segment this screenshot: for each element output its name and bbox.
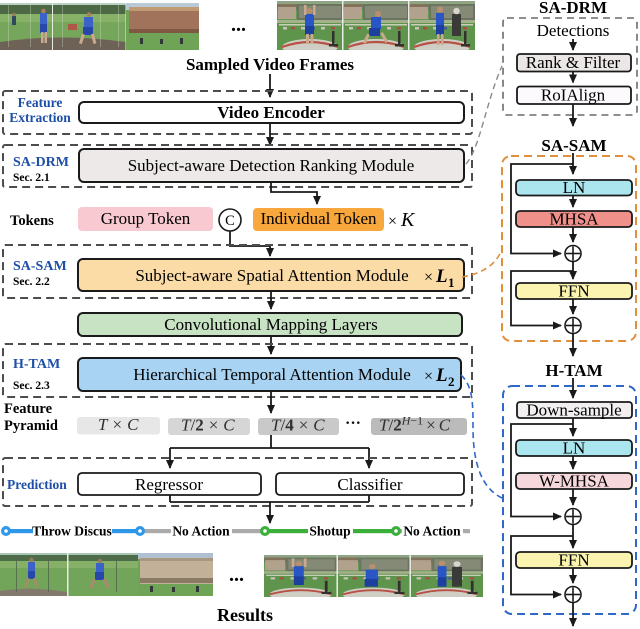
svg-text:Subject-aware Detection Rankin: Subject-aware Detection Ranking Module <box>128 156 415 175</box>
svg-text:LN: LN <box>563 178 586 197</box>
svg-text:×: × <box>424 269 433 286</box>
svg-text:×: × <box>388 213 397 230</box>
svg-text:H-TAM: H-TAM <box>545 361 602 380</box>
svg-text:Sec. 2.2: Sec. 2.2 <box>13 276 50 288</box>
svg-text:Prediction: Prediction <box>7 477 67 492</box>
svg-text:Results: Results <box>217 605 273 625</box>
svg-text:1: 1 <box>448 275 455 290</box>
svg-text:No Action: No Action <box>172 524 230 539</box>
svg-text:×: × <box>424 368 433 385</box>
svg-text:Feature: Feature <box>18 95 63 110</box>
svg-text:Feature: Feature <box>4 401 53 417</box>
svg-text:C: C <box>225 213 235 229</box>
svg-text:Down-sample: Down-sample <box>526 401 621 420</box>
svg-text:···: ··· <box>345 415 361 432</box>
svg-text:K: K <box>400 209 416 231</box>
svg-text:Hierarchical Temporal Attenti: Hierarchical Temporal Attention Module <box>133 365 411 384</box>
svg-text:L: L <box>435 365 448 386</box>
svg-text:T/2H−1×C: T/2H−1 × C <box>379 414 451 435</box>
svg-text:No Action: No Action <box>403 524 461 539</box>
svg-text:FFN: FFN <box>558 282 589 301</box>
svg-text:SA-DRM: SA-DRM <box>539 0 607 17</box>
svg-text:T/2×C: T/2 × C <box>181 416 235 435</box>
svg-text:...: ... <box>229 564 244 586</box>
svg-text:Group Token: Group Token <box>101 209 191 228</box>
svg-text:Individual Token: Individual Token <box>260 209 377 228</box>
svg-text:SA-DRM: SA-DRM <box>13 155 69 170</box>
svg-text:Pyramid: Pyramid <box>4 418 58 434</box>
svg-text:H-TAM: H-TAM <box>13 357 60 372</box>
svg-text:SA-SAM: SA-SAM <box>13 259 67 274</box>
svg-text:Sampled Video Frames: Sampled Video Frames <box>186 55 354 74</box>
svg-text:FFN: FFN <box>558 551 589 570</box>
svg-text:Detections: Detections <box>537 21 610 40</box>
svg-text:Tokens: Tokens <box>10 213 54 229</box>
svg-text:Extraction: Extraction <box>9 110 71 125</box>
svg-text:Rank & Filter: Rank & Filter <box>526 53 621 72</box>
svg-text:L: L <box>435 266 448 287</box>
svg-text:Shotup: Shotup <box>309 524 350 539</box>
svg-text:RoIAlign: RoIAlign <box>541 86 606 105</box>
svg-text:Classifier: Classifier <box>337 475 402 494</box>
svg-text:W-MHSA: W-MHSA <box>539 472 610 491</box>
svg-text:Regressor: Regressor <box>135 475 203 494</box>
svg-text:2: 2 <box>448 374 455 389</box>
svg-text:Convolutional Mapping Layers: Convolutional Mapping Layers <box>164 315 377 334</box>
svg-text:LN: LN <box>563 439 586 458</box>
svg-text:Sec. 2.3: Sec. 2.3 <box>13 380 50 392</box>
svg-text:Subject-aware Spatial Attentio: Subject-aware Spatial Attention Module <box>135 266 408 285</box>
svg-text:Video Encoder: Video Encoder <box>217 103 325 122</box>
svg-text:...: ... <box>231 14 246 36</box>
svg-text:Sec. 2.1: Sec. 2.1 <box>13 172 50 184</box>
svg-text:T×C: T × C <box>98 415 139 434</box>
svg-text:MHSA: MHSA <box>549 210 599 229</box>
svg-text:T/4×C: T/4 × C <box>271 416 325 435</box>
svg-text:SA-SAM: SA-SAM <box>541 136 606 155</box>
svg-text:Throw Discus: Throw Discus <box>32 524 112 539</box>
